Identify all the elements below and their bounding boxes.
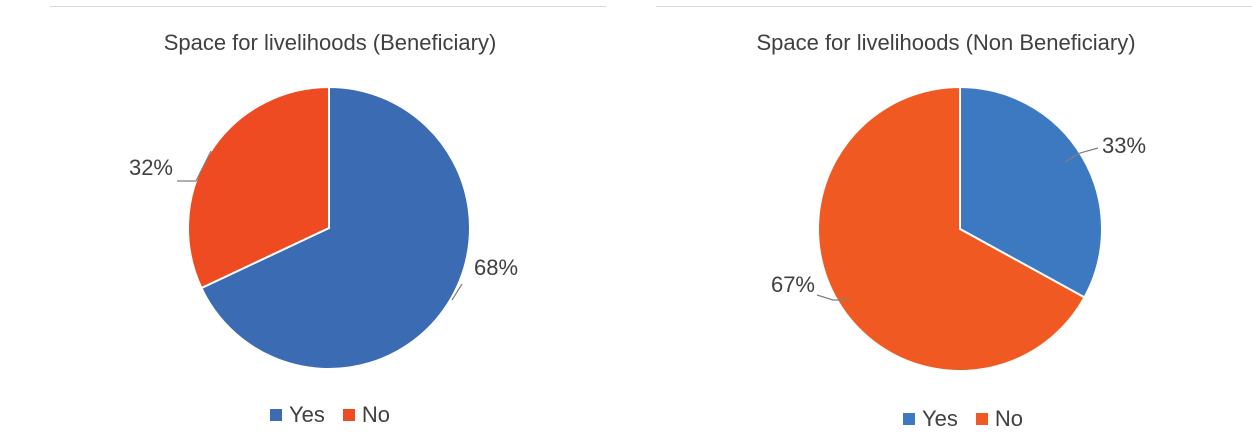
leader-line: [1064, 147, 1099, 163]
pie-slice-no: [817, 85, 1086, 372]
legend: Yes No: [270, 402, 408, 428]
chart-title: Space for livelihoods (Beneficiary): [163, 30, 497, 55]
legend-swatch-yes: [270, 409, 282, 421]
legend: Yes No: [903, 406, 1041, 432]
legend-label-no: No: [994, 406, 1024, 431]
pie-slice-yes: [959, 85, 1103, 299]
legend-swatch-yes: [903, 413, 915, 425]
legend-item-no: No: [975, 406, 1024, 432]
chart-panel-non-beneficiary: Space for livelihoods (Non Beneficiary) …: [640, 0, 1252, 432]
data-label-yes: 33%: [1102, 133, 1146, 158]
data-label-no: 32%: [129, 155, 173, 180]
pie-chart-beneficiary: 68% 32%: [129, 85, 518, 370]
legend-label-no: No: [361, 402, 391, 427]
legend-label-yes: Yes: [289, 402, 325, 427]
leader-line: [816, 294, 850, 301]
leader-line: [177, 150, 212, 182]
chart-panel-beneficiary: Space for livelihoods (Beneficiary) 68% 3…: [0, 0, 620, 429]
pie-slice-yes: [200, 85, 471, 370]
top-divider: [656, 6, 1252, 7]
top-divider: [50, 6, 606, 7]
data-label-yes: 68%: [474, 255, 518, 280]
data-label-no: 67%: [771, 272, 815, 297]
legend-swatch-no: [975, 413, 988, 425]
legend-item-yes: Yes: [903, 406, 958, 432]
legend-item-no: No: [342, 402, 391, 428]
legend-item-yes: Yes: [270, 402, 325, 428]
chart-title: Space for livelihoods (Non Beneficiary): [756, 30, 1136, 55]
pie-chart-non-beneficiary: 33% 67%: [771, 85, 1146, 372]
legend-swatch-no: [342, 409, 355, 421]
leader-line: [451, 283, 463, 301]
legend-label-yes: Yes: [922, 406, 958, 431]
